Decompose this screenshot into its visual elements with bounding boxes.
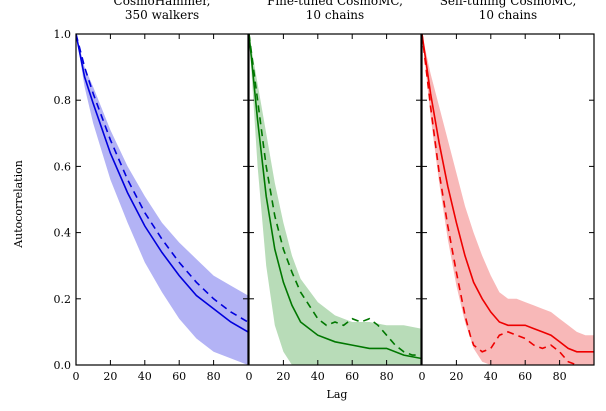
dashed-series-line xyxy=(249,34,421,356)
x-tick-label: 40 xyxy=(138,370,152,383)
x-tick-label: 20 xyxy=(449,370,463,383)
x-axis-label: Lag xyxy=(327,388,348,401)
panel-title-line: Fine-tuned CosmoMC, xyxy=(267,0,403,8)
x-tick-label: 80 xyxy=(553,370,567,383)
x-tick-label: 0 xyxy=(246,370,253,383)
x-tick-label: 40 xyxy=(484,370,498,383)
panel-frame xyxy=(421,33,595,366)
plot-area xyxy=(249,34,421,365)
panel-frame xyxy=(248,33,422,366)
panel-2: 0 20 40 60 80 Fine-tuned CosmoMC,10 chains xyxy=(246,0,422,383)
plot-area xyxy=(422,34,594,365)
x-tick-label: 80 xyxy=(380,370,394,383)
dashed-series-line xyxy=(76,34,248,323)
x-tick-label: 80 xyxy=(207,370,221,383)
x-tick-label: 20 xyxy=(276,370,290,383)
y-tick-label: 1.0 xyxy=(54,28,72,41)
y-tick-label: 0.4 xyxy=(54,227,72,240)
plot-area xyxy=(76,34,248,365)
panel-1: 0 20 40 60 80 0.0 0.2 0.4 0.6 0.8 1.0 CosmoHammer,3… xyxy=(54,0,249,383)
panel-title-line: 350 walkers xyxy=(125,8,199,22)
y-tick-label: 0.2 xyxy=(54,293,72,306)
x-tick-label: 40 xyxy=(311,370,325,383)
panel-frame xyxy=(75,33,249,366)
panel-title-line: Self-tuning CosmoMC, xyxy=(440,0,577,8)
panel-3: 0 20 40 60 80 Self-tuning CosmoMC,10 chains xyxy=(419,0,595,383)
x-tick-label: 60 xyxy=(345,370,359,383)
x-tick-label: 60 xyxy=(172,370,186,383)
panels-layer: 0 20 40 60 80 0.0 0.2 0.4 0.6 0.8 1.0 CosmoHammer,3… xyxy=(54,0,595,383)
solid-series-line xyxy=(422,34,594,353)
solid-series-line xyxy=(249,34,421,360)
x-tick-label: 60 xyxy=(518,370,532,383)
x-tick-label: 20 xyxy=(103,370,117,383)
y-tick-label: 0.8 xyxy=(54,94,72,107)
panel-title-line: CosmoHammer, xyxy=(114,0,211,8)
y-axis-label: Autocorrelation xyxy=(12,160,25,249)
confidence-band xyxy=(76,34,248,365)
panel-title-line: 10 chains xyxy=(306,8,364,22)
confidence-band xyxy=(249,34,421,365)
y-tick-label: 0.6 xyxy=(54,160,72,173)
x-tick-label: 0 xyxy=(73,370,80,383)
panel-title-line: 10 chains xyxy=(479,8,537,22)
x-tick-label: 0 xyxy=(419,370,426,383)
y-tick-label: 0.0 xyxy=(54,359,72,372)
labels-layer: Autocorrelation Lag xyxy=(12,160,347,401)
confidence-band xyxy=(422,34,594,365)
solid-series-line xyxy=(76,34,248,333)
